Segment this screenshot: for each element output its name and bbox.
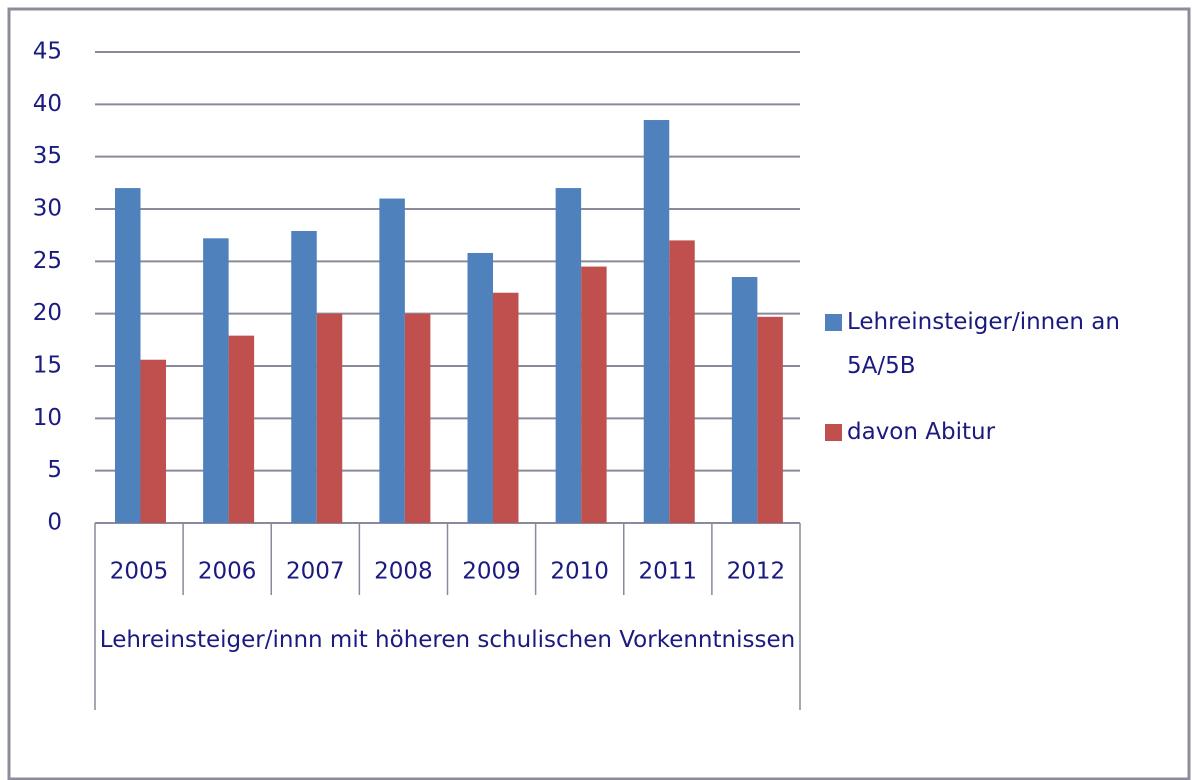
x-tick-label: 2009 xyxy=(462,559,521,585)
category-group-label: Lehreinsteiger/innn mit höheren schulisc… xyxy=(99,627,796,653)
bar xyxy=(140,359,166,523)
bar xyxy=(757,316,783,523)
y-tick-label: 40 xyxy=(33,91,62,117)
y-tick-label: 15 xyxy=(33,353,62,379)
y-tick-label: 5 xyxy=(47,457,62,483)
legend: Lehreinsteiger/innen an 5A/5B davon Abitu… xyxy=(825,300,1175,454)
bar xyxy=(404,313,431,523)
bar xyxy=(316,313,343,523)
bar xyxy=(228,335,255,523)
legend-item: Lehreinsteiger/innen an 5A/5B xyxy=(825,300,1175,388)
bar xyxy=(203,238,229,523)
x-tick-label: 2010 xyxy=(550,559,609,585)
x-tick-label: 2007 xyxy=(286,559,345,585)
legend-swatch xyxy=(825,424,842,441)
legend-swatch xyxy=(825,314,842,331)
y-tick-label: 35 xyxy=(33,143,62,169)
chart-border xyxy=(7,7,1191,780)
bar xyxy=(291,230,317,524)
y-tick-label: 20 xyxy=(33,300,62,326)
bar xyxy=(643,120,670,524)
x-tick-label: 2012 xyxy=(727,559,786,585)
y-tick-label: 30 xyxy=(33,196,62,222)
x-tick-label: 2008 xyxy=(374,559,433,585)
legend-item: davon Abitur xyxy=(825,410,1175,454)
y-tick-label: 10 xyxy=(33,405,62,431)
bar xyxy=(115,188,141,524)
bar xyxy=(555,188,582,524)
y-tick-label: 25 xyxy=(33,248,62,274)
legend-label: Lehreinsteiger/innen an 5A/5B xyxy=(847,309,1120,379)
x-tick-label: 2011 xyxy=(639,559,698,585)
legend-label: davon Abitur xyxy=(847,419,996,445)
bar xyxy=(493,292,519,523)
bar xyxy=(467,252,493,523)
x-tick-label: 2006 xyxy=(198,559,257,585)
bar xyxy=(731,277,758,523)
bar xyxy=(379,198,405,524)
x-tick-label: 2005 xyxy=(110,559,169,585)
bar xyxy=(669,240,695,523)
y-tick-label: 45 xyxy=(33,39,62,65)
bar xyxy=(581,266,607,523)
y-tick-label: 0 xyxy=(47,510,62,536)
